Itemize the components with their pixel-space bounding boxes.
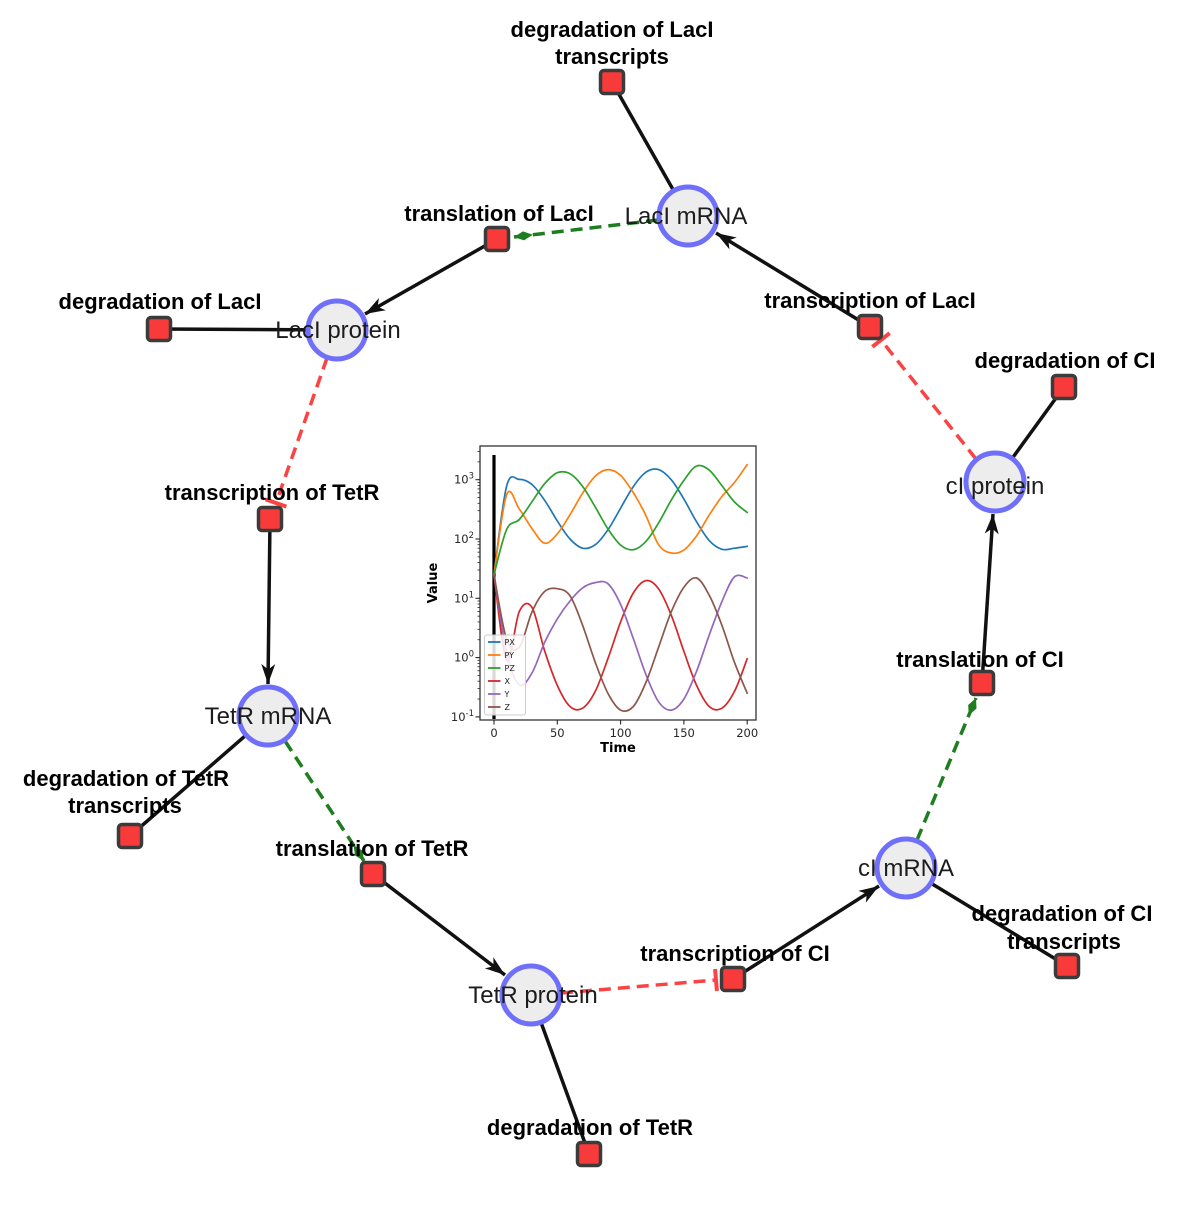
x-tick-label: 50 <box>550 726 565 740</box>
x-tick-label: 150 <box>673 726 695 740</box>
reaction-label: translation of TetR <box>276 836 469 861</box>
series-Y <box>493 573 749 711</box>
reaction-label: degradation of CI <box>975 348 1156 373</box>
reaction-node-translation-of-tetr[interactable] <box>359 860 387 888</box>
reaction-label: transcripts <box>555 44 669 69</box>
edge-product-translation-of-laci <box>364 237 498 316</box>
reaction-node-translation-of-ci[interactable] <box>968 669 996 697</box>
reaction-label: degradation of CI <box>972 901 1153 926</box>
edge-inhibition-transcription-of-ci <box>560 968 719 995</box>
series-PY <box>493 463 749 576</box>
species-label: TetR protein <box>468 982 597 1009</box>
legend-entry-Z: Z <box>505 703 511 712</box>
x-tick-label: 200 <box>736 726 758 740</box>
edge-modifier-translation-of-ci <box>915 697 978 841</box>
legend-entry-PY: PY <box>505 651 515 660</box>
reaction-node-degradation-of-tetr-transcripts[interactable] <box>116 822 144 850</box>
reaction-node-degradation-of-tetr[interactable] <box>575 1140 603 1168</box>
series-Z <box>493 573 749 712</box>
reaction-node-degradation-of-ci[interactable] <box>1050 373 1078 401</box>
series-PX <box>493 468 749 576</box>
edge-product-transcription-of-tetr <box>261 518 276 685</box>
y-tick-label: 102 <box>454 531 474 546</box>
reaction-node-transcription-of-ci[interactable] <box>719 965 747 993</box>
x-axis-label: Time <box>600 741 636 756</box>
species-label: cI mRNA <box>858 855 954 882</box>
reaction-node-transcription-of-tetr[interactable] <box>256 505 284 533</box>
species-node-laci-mrna[interactable] <box>656 184 720 248</box>
reaction-node-transcription-of-laci[interactable] <box>856 313 884 341</box>
legend-entry-X: X <box>505 677 511 686</box>
y-tick-label: 10-1 <box>451 709 474 724</box>
species-node-tetr-protein[interactable] <box>499 963 563 1027</box>
simulation-inset-chart: 0 50 100 150 20010-1100101102103TimeValuePXP… <box>426 445 758 756</box>
edge-inhibition-transcription-of-laci <box>871 331 978 461</box>
species-label: cI protein <box>946 473 1045 500</box>
species-node-ci-protein[interactable] <box>963 450 1027 514</box>
reaction-label: translation of LacI <box>404 201 593 226</box>
edge-modifier-translation-of-laci <box>513 218 659 241</box>
edge-inhibition-transcription-of-tetr <box>264 357 329 509</box>
reaction-label: degradation of LacI <box>511 17 714 42</box>
edge-product-translation-of-tetr <box>371 872 507 977</box>
legend-entry-Y: Y <box>504 690 510 699</box>
species-node-tetr-mrna[interactable] <box>236 684 300 748</box>
reaction-node-degradation-of-laci[interactable] <box>145 315 173 343</box>
species-label: TetR mRNA <box>205 703 332 730</box>
reaction-node-degradation-of-laci-transcripts[interactable] <box>598 68 626 96</box>
reaction-label: degradation of TetR <box>23 766 229 791</box>
reaction-node-translation-of-laci[interactable] <box>483 225 511 253</box>
reaction-label: transcripts <box>1007 929 1121 954</box>
y-tick-label: 101 <box>454 590 474 605</box>
legend-entry-PZ: PZ <box>505 664 516 673</box>
series-PZ <box>493 464 749 576</box>
reaction-label: transcription of TetR <box>165 480 380 505</box>
reaction-label: translation of CI <box>896 647 1063 672</box>
reaction-node-degradation-of-ci-transcripts[interactable] <box>1053 952 1081 980</box>
legend-entry-PX: PX <box>505 638 516 647</box>
edge-product-translation-of-ci <box>980 513 999 684</box>
reaction-label: degradation of TetR <box>487 1115 693 1140</box>
reaction-label: transcription of CI <box>640 941 829 966</box>
reactions-layer <box>116 68 1081 1168</box>
edge-product-transcription-of-laci <box>715 231 871 329</box>
species-label: LacI protein <box>275 317 400 344</box>
chart-frame <box>479 445 757 721</box>
reaction-label: degradation of LacI <box>59 289 262 314</box>
chart-legend: PX PY PZ XYZ <box>484 634 526 716</box>
species-node-ci-mrna[interactable] <box>874 836 938 900</box>
x-tick-label: 0 <box>490 726 497 740</box>
edge-modifier-translation-of-tetr <box>283 740 366 862</box>
species-node-laci-protein[interactable] <box>305 298 369 362</box>
reaction-label: transcription of LacI <box>764 288 975 313</box>
x-tick-label: 100 <box>610 726 632 740</box>
y-axis-label: Value <box>426 562 441 603</box>
edge-product-transcription-of-ci <box>732 884 880 981</box>
edges-layer <box>128 81 1068 1155</box>
y-tick-label: 103 <box>454 472 474 487</box>
reaction-label: transcripts <box>68 793 182 818</box>
y-tick-label: 100 <box>454 650 474 665</box>
labels-layer: degradation of LacI transcripts translat… <box>23 17 1156 1140</box>
species-layer <box>236 184 1027 1027</box>
species-label: LacI mRNA <box>625 203 748 230</box>
